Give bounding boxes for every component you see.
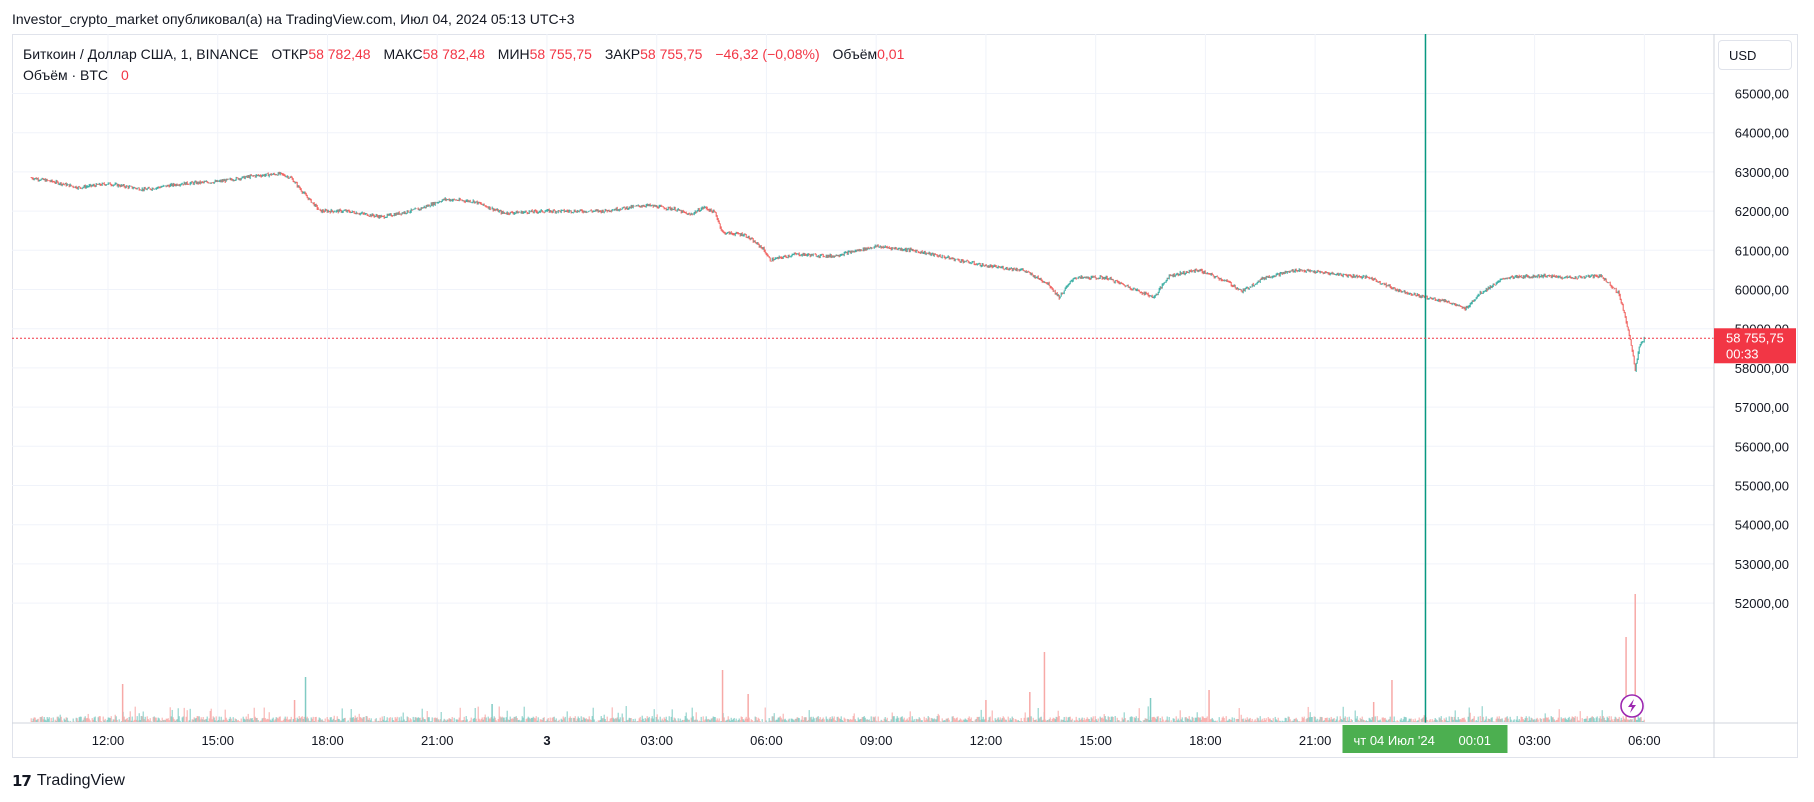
- price-tick-label: 53000,00: [1735, 557, 1789, 572]
- crosshair-date: чт 04 Июл '24: [1353, 733, 1434, 748]
- time-tick-label: 09:00: [860, 733, 893, 748]
- chart-legend: Биткоин / Доллар США, 1, BINANCE ОТКР58 …: [23, 44, 904, 86]
- price-axis: 52000,00 53000,00 54000,00 55000,00 56000,00…: [1735, 87, 1789, 612]
- volume-study-label[interactable]: Объём · BTC: [23, 67, 109, 83]
- tradingview-logo[interactable]: 17 TradingView: [12, 770, 125, 792]
- last-price-value: 58 755,75: [1726, 330, 1784, 345]
- time-tick-label: 18:00: [311, 733, 344, 748]
- price-tick-label: 62000,00: [1735, 204, 1789, 219]
- low-label: МИН: [497, 46, 530, 62]
- price-tick-label: 60000,00: [1735, 283, 1789, 298]
- volume-bars: [30, 594, 1645, 722]
- volume-label: Объём: [832, 46, 878, 62]
- last-price-tag: 58 755,75 00:33: [1714, 328, 1796, 364]
- time-tick-label: 21:00: [1299, 733, 1332, 748]
- close-value: 58 755,75: [640, 46, 703, 62]
- time-tick-label: 06:00: [1628, 733, 1661, 748]
- high-label: МАКС: [383, 46, 423, 62]
- time-tick-label: 12:00: [92, 733, 125, 748]
- currency-button[interactable]: USD: [1718, 40, 1792, 70]
- time-tick-label: 12:00: [970, 733, 1003, 748]
- volume-value: 0,01: [877, 46, 905, 62]
- open-value: 58 782,48: [308, 46, 371, 62]
- chart-frame[interactable]: [12, 34, 1798, 758]
- crosshair-time: 00:01: [1458, 733, 1491, 748]
- volume-study-value: 0: [120, 67, 129, 83]
- price-tick-label: 61000,00: [1735, 243, 1789, 258]
- time-tick-label: 03:00: [1518, 733, 1551, 748]
- time-tick-label: 06:00: [750, 733, 783, 748]
- open-label: ОТКР: [271, 46, 309, 62]
- price-series: [30, 171, 1645, 372]
- change-value: −46,32 (−0,08%): [715, 46, 820, 62]
- price-tick-label: 55000,00: [1735, 479, 1789, 494]
- close-label: ЗАКР: [604, 46, 641, 62]
- time-tick-label: 03:00: [640, 733, 673, 748]
- legend-row-volume: Объём · BTC 0: [23, 65, 904, 86]
- brand-name: TradingView: [36, 772, 125, 789]
- publish-info: Investor_crypto_market опубликовал(а) на…: [12, 11, 575, 27]
- price-tick-label: 64000,00: [1735, 126, 1789, 141]
- price-tick-label: 58000,00: [1735, 361, 1789, 376]
- crosshair-time-tag: чт 04 Июл '24 00:01: [1342, 725, 1508, 753]
- time-tick-label: 18:00: [1189, 733, 1222, 748]
- bar-countdown: 00:33: [1726, 346, 1759, 361]
- time-tick-label: 15:00: [1079, 733, 1112, 748]
- low-value: 58 755,75: [529, 46, 592, 62]
- legend-row-symbol: Биткоин / Доллар США, 1, BINANCE ОТКР58 …: [23, 44, 904, 65]
- price-tick-label: 57000,00: [1735, 400, 1789, 415]
- time-axis: 12:00 15:00 18:00 21:00 3 03:00 06:00 09:00 12:0…: [92, 733, 1661, 748]
- price-tick-label: 65000,00: [1735, 87, 1789, 102]
- lightning-icon[interactable]: [1620, 694, 1644, 718]
- price-tick-label: 54000,00: [1735, 518, 1789, 533]
- grid: [12, 34, 1714, 723]
- price-tick-label: 56000,00: [1735, 439, 1789, 454]
- symbol-title[interactable]: Биткоин / Доллар США, 1, BINANCE: [23, 46, 259, 62]
- price-tick-label: 52000,00: [1735, 596, 1789, 611]
- high-value: 58 782,48: [422, 46, 485, 62]
- tradingview-logo-icon: 17: [12, 772, 32, 790]
- time-tick-label: 3: [543, 733, 550, 748]
- time-tick-label: 15:00: [201, 733, 234, 748]
- time-tick-label: 21:00: [421, 733, 454, 748]
- price-tick-label: 63000,00: [1735, 165, 1789, 180]
